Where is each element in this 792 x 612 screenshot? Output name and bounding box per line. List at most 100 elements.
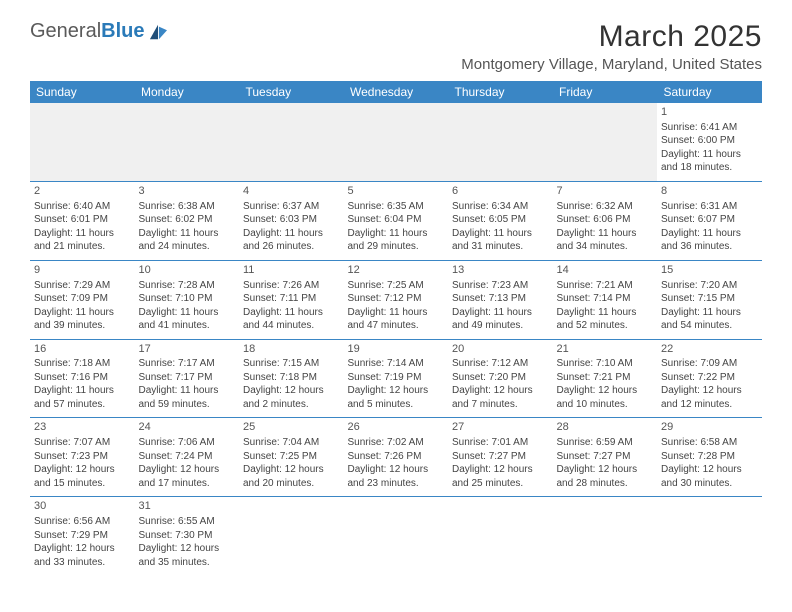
sunrise-text: Sunrise: 7:28 AM [139,279,236,293]
sunset-text: Sunset: 7:12 PM [348,292,445,306]
daylight-text: Daylight: 12 hours and 20 minutes. [243,463,340,490]
sunrise-text: Sunrise: 7:25 AM [348,279,445,293]
calendar-cell: 15Sunrise: 7:20 AMSunset: 7:15 PMDayligh… [657,260,762,339]
sunset-text: Sunset: 7:09 PM [34,292,131,306]
day-number: 24 [139,420,236,435]
daylight-text: Daylight: 12 hours and 23 minutes. [348,463,445,490]
sunset-text: Sunset: 7:15 PM [661,292,758,306]
daylight-text: Daylight: 11 hours and 57 minutes. [34,384,131,411]
day-header: Wednesday [344,81,449,103]
daylight-text: Daylight: 11 hours and 34 minutes. [557,227,654,254]
sunrise-text: Sunrise: 7:09 AM [661,357,758,371]
calendar-cell: 23Sunrise: 7:07 AMSunset: 7:23 PMDayligh… [30,418,135,497]
daylight-text: Daylight: 12 hours and 2 minutes. [243,384,340,411]
calendar-cell: 26Sunrise: 7:02 AMSunset: 7:26 PMDayligh… [344,418,449,497]
day-header: Saturday [657,81,762,103]
calendar-cell: 6Sunrise: 6:34 AMSunset: 6:05 PMDaylight… [448,181,553,260]
day-number: 1 [661,105,758,120]
sunset-text: Sunset: 6:04 PM [348,213,445,227]
day-header: Sunday [30,81,135,103]
daylight-text: Daylight: 12 hours and 12 minutes. [661,384,758,411]
day-number: 18 [243,342,340,357]
calendar-week: 23Sunrise: 7:07 AMSunset: 7:23 PMDayligh… [30,418,762,497]
calendar-cell [344,103,449,181]
sunset-text: Sunset: 7:27 PM [557,450,654,464]
sunrise-text: Sunrise: 6:37 AM [243,200,340,214]
sunrise-text: Sunrise: 7:26 AM [243,279,340,293]
calendar-cell: 17Sunrise: 7:17 AMSunset: 7:17 PMDayligh… [135,339,240,418]
calendar-cell [553,497,658,575]
calendar-cell: 21Sunrise: 7:10 AMSunset: 7:21 PMDayligh… [553,339,658,418]
daylight-text: Daylight: 12 hours and 28 minutes. [557,463,654,490]
daylight-text: Daylight: 11 hours and 47 minutes. [348,306,445,333]
sunset-text: Sunset: 7:27 PM [452,450,549,464]
day-number: 6 [452,184,549,199]
logo: GeneralBlue [30,20,169,43]
sunrise-text: Sunrise: 6:35 AM [348,200,445,214]
sunrise-text: Sunrise: 7:21 AM [557,279,654,293]
day-number: 7 [557,184,654,199]
day-number: 26 [348,420,445,435]
calendar-cell: 19Sunrise: 7:14 AMSunset: 7:19 PMDayligh… [344,339,449,418]
daylight-text: Daylight: 12 hours and 25 minutes. [452,463,549,490]
sunrise-text: Sunrise: 7:01 AM [452,436,549,450]
calendar-cell: 3Sunrise: 6:38 AMSunset: 6:02 PMDaylight… [135,181,240,260]
daylight-text: Daylight: 11 hours and 44 minutes. [243,306,340,333]
logo-text-1: General [30,20,101,43]
daylight-text: Daylight: 12 hours and 35 minutes. [139,542,236,569]
day-number: 17 [139,342,236,357]
calendar-cell: 31Sunrise: 6:55 AMSunset: 7:30 PMDayligh… [135,497,240,575]
daylight-text: Daylight: 12 hours and 30 minutes. [661,463,758,490]
sunrise-text: Sunrise: 6:41 AM [661,121,758,135]
sail-icon [147,23,169,41]
calendar-cell [448,103,553,181]
day-number: 20 [452,342,549,357]
daylight-text: Daylight: 12 hours and 33 minutes. [34,542,131,569]
calendar-cell: 2Sunrise: 6:40 AMSunset: 6:01 PMDaylight… [30,181,135,260]
daylight-text: Daylight: 11 hours and 29 minutes. [348,227,445,254]
calendar-cell: 8Sunrise: 6:31 AMSunset: 6:07 PMDaylight… [657,181,762,260]
day-number: 31 [139,499,236,514]
sunrise-text: Sunrise: 7:20 AM [661,279,758,293]
sunset-text: Sunset: 7:19 PM [348,371,445,385]
day-number: 19 [348,342,445,357]
calendar-table: SundayMondayTuesdayWednesdayThursdayFrid… [30,81,762,575]
calendar-cell [657,497,762,575]
day-header: Monday [135,81,240,103]
calendar-header-row: SundayMondayTuesdayWednesdayThursdayFrid… [30,81,762,103]
sunrise-text: Sunrise: 7:15 AM [243,357,340,371]
daylight-text: Daylight: 12 hours and 17 minutes. [139,463,236,490]
sunrise-text: Sunrise: 7:02 AM [348,436,445,450]
day-number: 10 [139,263,236,278]
sunset-text: Sunset: 7:30 PM [139,529,236,543]
day-header: Tuesday [239,81,344,103]
calendar-cell: 29Sunrise: 6:58 AMSunset: 7:28 PMDayligh… [657,418,762,497]
calendar-cell: 30Sunrise: 6:56 AMSunset: 7:29 PMDayligh… [30,497,135,575]
calendar-week: 9Sunrise: 7:29 AMSunset: 7:09 PM Daylight… [30,260,762,339]
location: Montgomery Village, Maryland, United Sta… [461,56,762,73]
sunset-text: Sunset: 6:05 PM [452,213,549,227]
calendar-week: 1Sunrise: 6:41 AMSunset: 6:00 PMDaylight… [30,103,762,181]
calendar-cell: 13Sunrise: 7:23 AMSunset: 7:13 PMDayligh… [448,260,553,339]
sunset-text: Sunset: 7:26 PM [348,450,445,464]
day-number: 29 [661,420,758,435]
sunrise-text: Sunrise: 7:29 AM [34,279,131,293]
calendar-cell: 11Sunrise: 7:26 AMSunset: 7:11 PMDayligh… [239,260,344,339]
calendar-cell: 4Sunrise: 6:37 AMSunset: 6:03 PMDaylight… [239,181,344,260]
calendar-cell: 16Sunrise: 7:18 AMSunset: 7:16 PMDayligh… [30,339,135,418]
daylight-text: Daylight: 12 hours and 10 minutes. [557,384,654,411]
day-number: 9 [34,263,131,278]
sunset-text: Sunset: 6:01 PM [34,213,131,227]
daylight-text: Daylight: 12 hours and 15 minutes. [34,463,131,490]
calendar-week: 2Sunrise: 6:40 AMSunset: 6:01 PMDaylight… [30,181,762,260]
daylight-text: Daylight: 11 hours and 21 minutes. [34,227,131,254]
day-header: Thursday [448,81,553,103]
sunset-text: Sunset: 6:00 PM [661,134,758,148]
sunset-text: Sunset: 6:06 PM [557,213,654,227]
sunrise-text: Sunrise: 7:04 AM [243,436,340,450]
sunrise-text: Sunrise: 7:10 AM [557,357,654,371]
calendar-cell [344,497,449,575]
sunrise-text: Sunrise: 6:38 AM [139,200,236,214]
sunrise-text: Sunrise: 6:56 AM [34,515,131,529]
calendar-week: 30Sunrise: 6:56 AMSunset: 7:29 PMDayligh… [30,497,762,575]
